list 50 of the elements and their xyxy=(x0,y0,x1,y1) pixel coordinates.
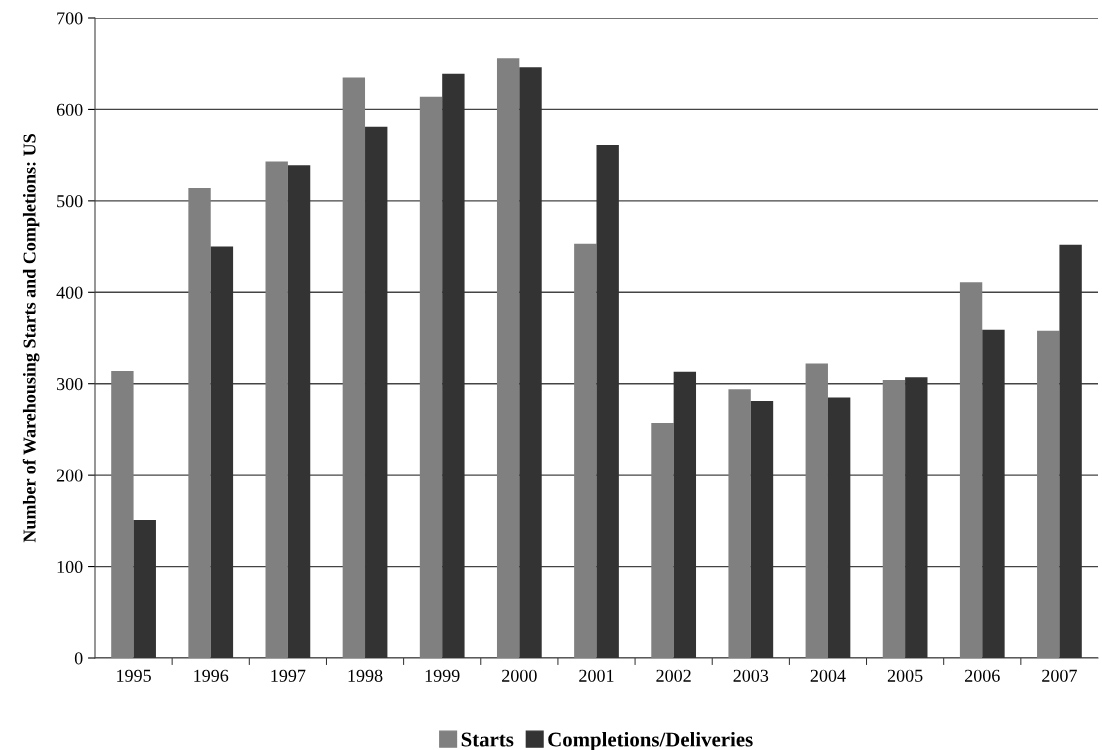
bar xyxy=(419,96,443,658)
x-tick-label: 1997 xyxy=(271,669,306,682)
x-tick-label: 1996 xyxy=(194,669,229,682)
x-tick-label: 2006 xyxy=(965,669,1000,682)
bar xyxy=(111,370,134,658)
bar xyxy=(1059,244,1082,658)
y-tick-label: 400 xyxy=(56,286,83,299)
y-tick-label: 200 xyxy=(56,469,83,482)
y-tick-label: 100 xyxy=(57,560,83,574)
bar xyxy=(728,389,751,658)
x-tick-label: 2005 xyxy=(887,669,923,682)
y-tick-label: 600 xyxy=(56,103,83,116)
bar xyxy=(959,282,983,658)
bar xyxy=(442,73,465,658)
bar xyxy=(750,401,774,658)
bar xyxy=(342,77,366,658)
bar xyxy=(188,188,211,658)
x-tick-label: 1998 xyxy=(348,669,383,682)
bar xyxy=(673,371,697,658)
x-tick-label: 2002 xyxy=(656,669,691,682)
bar xyxy=(574,243,597,658)
x-tick-label: 2004 xyxy=(810,669,846,682)
bar xyxy=(905,377,928,658)
legend-label: Starts xyxy=(461,732,514,747)
bar xyxy=(1037,330,1060,658)
bar xyxy=(651,423,674,658)
bar xyxy=(210,246,234,658)
bar xyxy=(882,380,906,658)
x-tick-label: 1999 xyxy=(425,669,460,682)
x-tick-label: 2007 xyxy=(1042,669,1077,682)
bar xyxy=(596,145,619,658)
x-tick-label: 1995 xyxy=(117,669,151,682)
y-tick-label: 0 xyxy=(74,652,83,665)
bar xyxy=(133,519,156,658)
bar xyxy=(827,397,851,658)
y-tick-label: 500 xyxy=(57,195,83,208)
bar xyxy=(496,58,520,658)
y-axis-title: Number of Warehousing Starts and Completions: US xyxy=(22,134,40,543)
bar xyxy=(805,363,828,658)
bar xyxy=(519,67,542,658)
y-tick-label: 700 xyxy=(57,12,83,25)
bar xyxy=(365,126,388,658)
x-tick-label: 2000 xyxy=(502,669,537,682)
x-tick-label: 2003 xyxy=(733,669,769,682)
bar xyxy=(265,161,288,658)
y-tick-label: 300 xyxy=(56,377,83,391)
x-tick-label: 2001 xyxy=(579,669,614,682)
bar xyxy=(287,165,311,658)
legend-label: Completions/Deliveries xyxy=(548,731,753,750)
bar xyxy=(982,329,1005,658)
